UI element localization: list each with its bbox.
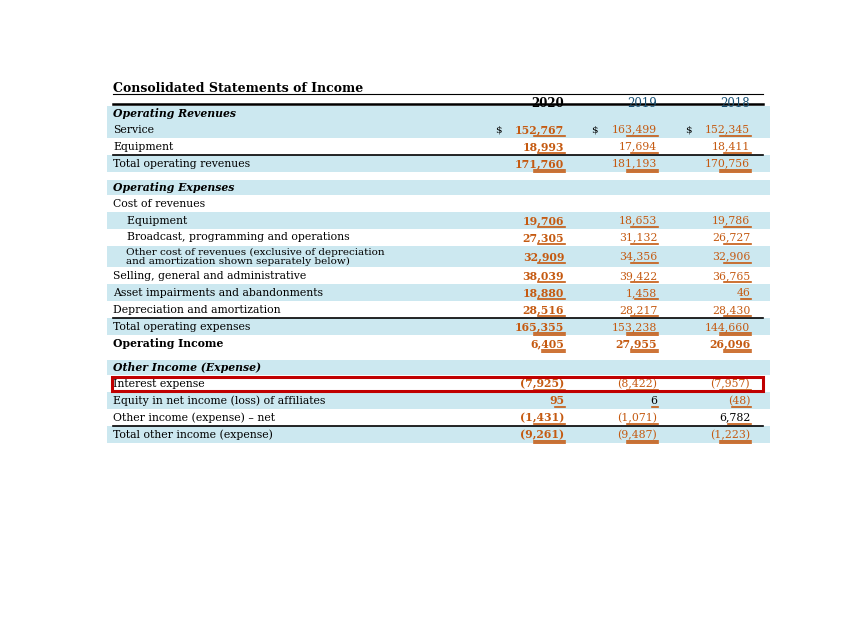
Text: and amortization shown separately below): and amortization shown separately below) [113,257,350,266]
Bar [107,352,770,360]
Text: 171,760: 171,760 [515,158,564,169]
Text: 28,430: 28,430 [711,305,750,315]
Text: 19,706: 19,706 [522,215,564,226]
Text: 18,993: 18,993 [522,141,564,152]
Text: 27,955: 27,955 [616,338,657,349]
Text: $: $ [686,125,692,134]
Text: 17,694: 17,694 [619,142,657,151]
Text: (9,487): (9,487) [617,430,657,440]
Text: 152,345: 152,345 [705,125,750,135]
Text: 153,238: 153,238 [611,322,657,332]
Bar [107,409,770,426]
Text: Other cost of revenues (exclusive of depreciation: Other cost of revenues (exclusive of dep… [113,247,385,256]
Bar [107,229,770,246]
Text: 38,039: 38,039 [522,270,564,281]
Text: 28,217: 28,217 [619,305,657,315]
Text: (7,925): (7,925) [520,378,564,389]
Bar [107,195,770,212]
Text: 165,355: 165,355 [515,321,564,332]
Text: (7,957): (7,957) [711,379,750,389]
Text: 6,405: 6,405 [530,338,564,349]
Bar [107,212,770,229]
Bar [107,121,770,138]
Bar [107,172,770,180]
Text: 163,499: 163,499 [612,125,657,135]
Text: 39,422: 39,422 [619,271,657,281]
Text: 18,880: 18,880 [522,287,564,298]
Bar [107,318,770,336]
Text: 6: 6 [650,395,657,406]
Text: 18,653: 18,653 [619,216,657,225]
Text: 34,356: 34,356 [619,252,657,261]
Bar [107,426,770,443]
Text: 2019: 2019 [628,97,657,110]
Text: Equity in net income (loss) of affiliates: Equity in net income (loss) of affiliate… [113,395,326,406]
Text: (9,261): (9,261) [520,429,564,440]
Text: 6,782: 6,782 [719,413,750,422]
Text: 170,756: 170,756 [705,158,750,169]
Bar [107,392,770,409]
Text: Depreciation and amortization: Depreciation and amortization [113,305,280,315]
Text: (48): (48) [728,395,750,406]
Bar [107,138,770,155]
Bar [107,375,770,392]
Bar [107,106,770,121]
Text: 32,909: 32,909 [522,251,564,262]
Text: Other Income (Expense): Other Income (Expense) [113,362,261,373]
Text: $: $ [496,125,502,134]
Text: Selling, general and administrative: Selling, general and administrative [113,271,306,281]
Text: Operating Income: Operating Income [113,338,223,349]
Text: Total operating revenues: Total operating revenues [113,158,251,169]
Text: (1,223): (1,223) [710,430,750,440]
Text: Service: Service [113,125,154,135]
Bar [107,267,770,285]
Text: 32,906: 32,906 [711,252,750,261]
Text: Operating Expenses: Operating Expenses [113,182,234,193]
Text: 2018: 2018 [721,97,750,110]
Text: Operating Revenues: Operating Revenues [113,108,236,119]
Text: 18,411: 18,411 [711,142,750,151]
Text: 2020: 2020 [531,97,564,110]
Text: 27,305: 27,305 [522,232,564,243]
Text: 28,516: 28,516 [522,305,564,316]
Text: 19,786: 19,786 [712,216,750,225]
Text: 144,660: 144,660 [705,322,750,332]
Text: $: $ [591,125,598,134]
Bar [107,246,770,267]
Text: 36,765: 36,765 [712,271,750,281]
Text: Asset impairments and abandonments: Asset impairments and abandonments [113,288,323,298]
Text: Equipment: Equipment [113,216,187,225]
Text: Broadcast, programming and operations: Broadcast, programming and operations [113,232,350,242]
Text: (1,071): (1,071) [617,412,657,423]
Text: (8,422): (8,422) [617,379,657,389]
Text: Total operating expenses: Total operating expenses [113,322,251,332]
Text: Interest expense: Interest expense [113,379,204,389]
Text: 95: 95 [549,395,564,406]
Text: 26,096: 26,096 [709,338,750,349]
Bar [107,360,770,375]
Bar [107,301,770,318]
Text: 31,132: 31,132 [619,232,657,242]
Text: 1,458: 1,458 [626,288,657,298]
Bar [107,180,770,195]
Text: Other income (expense) – net: Other income (expense) – net [113,412,275,423]
Text: Equipment: Equipment [113,142,174,151]
Bar [107,155,770,172]
Text: Cost of revenues: Cost of revenues [113,198,205,209]
Text: (1,431): (1,431) [520,412,564,423]
Text: Consolidated Statements of Income: Consolidated Statements of Income [113,82,363,95]
Text: Total other income (expense): Total other income (expense) [113,430,273,440]
Bar [107,336,770,352]
Bar [107,285,770,301]
Text: 181,193: 181,193 [611,158,657,169]
Text: 26,727: 26,727 [712,232,750,242]
Text: 46: 46 [736,288,750,298]
Text: 152,767: 152,767 [515,124,564,135]
